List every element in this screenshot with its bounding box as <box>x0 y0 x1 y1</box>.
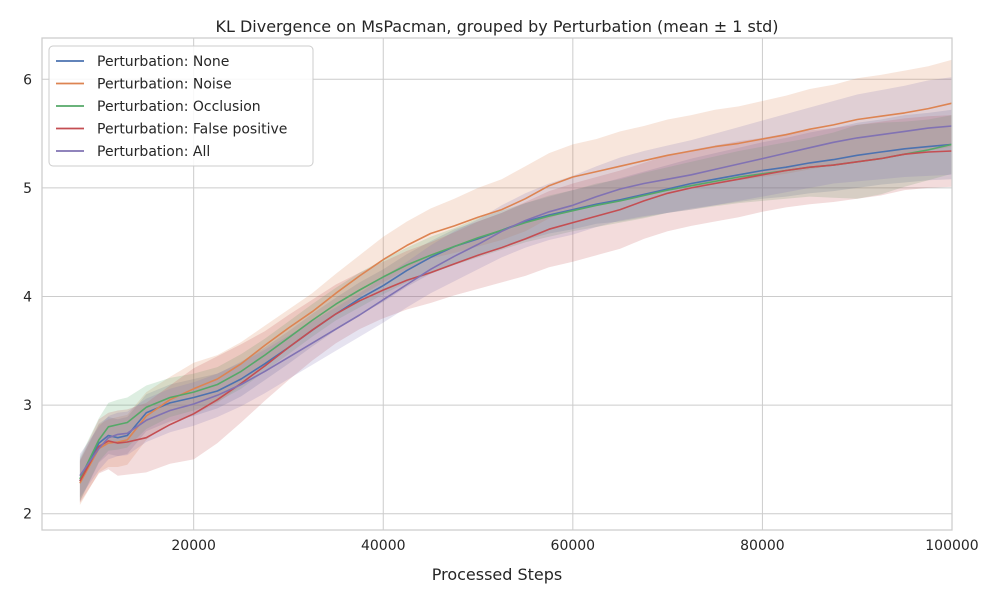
std-band-series-2 <box>79 59 952 505</box>
std-band-series-1 <box>79 109 952 502</box>
legend-label: Perturbation: False positive <box>97 122 287 138</box>
series-lines <box>79 102 953 484</box>
line-series-5 <box>79 125 953 477</box>
legend: Perturbation: None Perturbation: Noise Per… <box>48 45 314 167</box>
y-tick-label: 3 <box>23 398 32 414</box>
plot-frame <box>41 37 953 531</box>
y-tick-label: 4 <box>23 289 32 305</box>
std-band-series-5 <box>79 77 952 498</box>
legend-label: Perturbation: All <box>97 144 210 160</box>
line-series-4 <box>79 150 953 482</box>
y-tick-label: 5 <box>23 181 32 197</box>
x-axis-ticks: 20000 40000 60000 80000 100000 <box>171 538 978 554</box>
x-axis-label: Processed Steps <box>432 565 563 584</box>
std-band-series-4 <box>79 115 952 503</box>
legend-label: Perturbation: None <box>97 54 229 70</box>
x-tick-label: 80000 <box>740 538 785 554</box>
legend-box <box>48 45 314 167</box>
x-tick-label: 60000 <box>551 538 596 554</box>
chart-title: KL Divergence on MsPacman, grouped by Pe… <box>215 17 778 36</box>
y-axis-ticks: 2 3 4 5 6 <box>23 72 32 522</box>
x-tick-label: 20000 <box>171 538 216 554</box>
y-tick-label: 6 <box>23 72 32 88</box>
x-tick-label: 100000 <box>925 538 978 554</box>
y-tick-label: 2 <box>23 507 32 523</box>
legend-label: Perturbation: Noise <box>97 77 232 93</box>
legend-label: Perturbation: Occlusion <box>97 99 261 115</box>
x-tick-label: 40000 <box>361 538 406 554</box>
